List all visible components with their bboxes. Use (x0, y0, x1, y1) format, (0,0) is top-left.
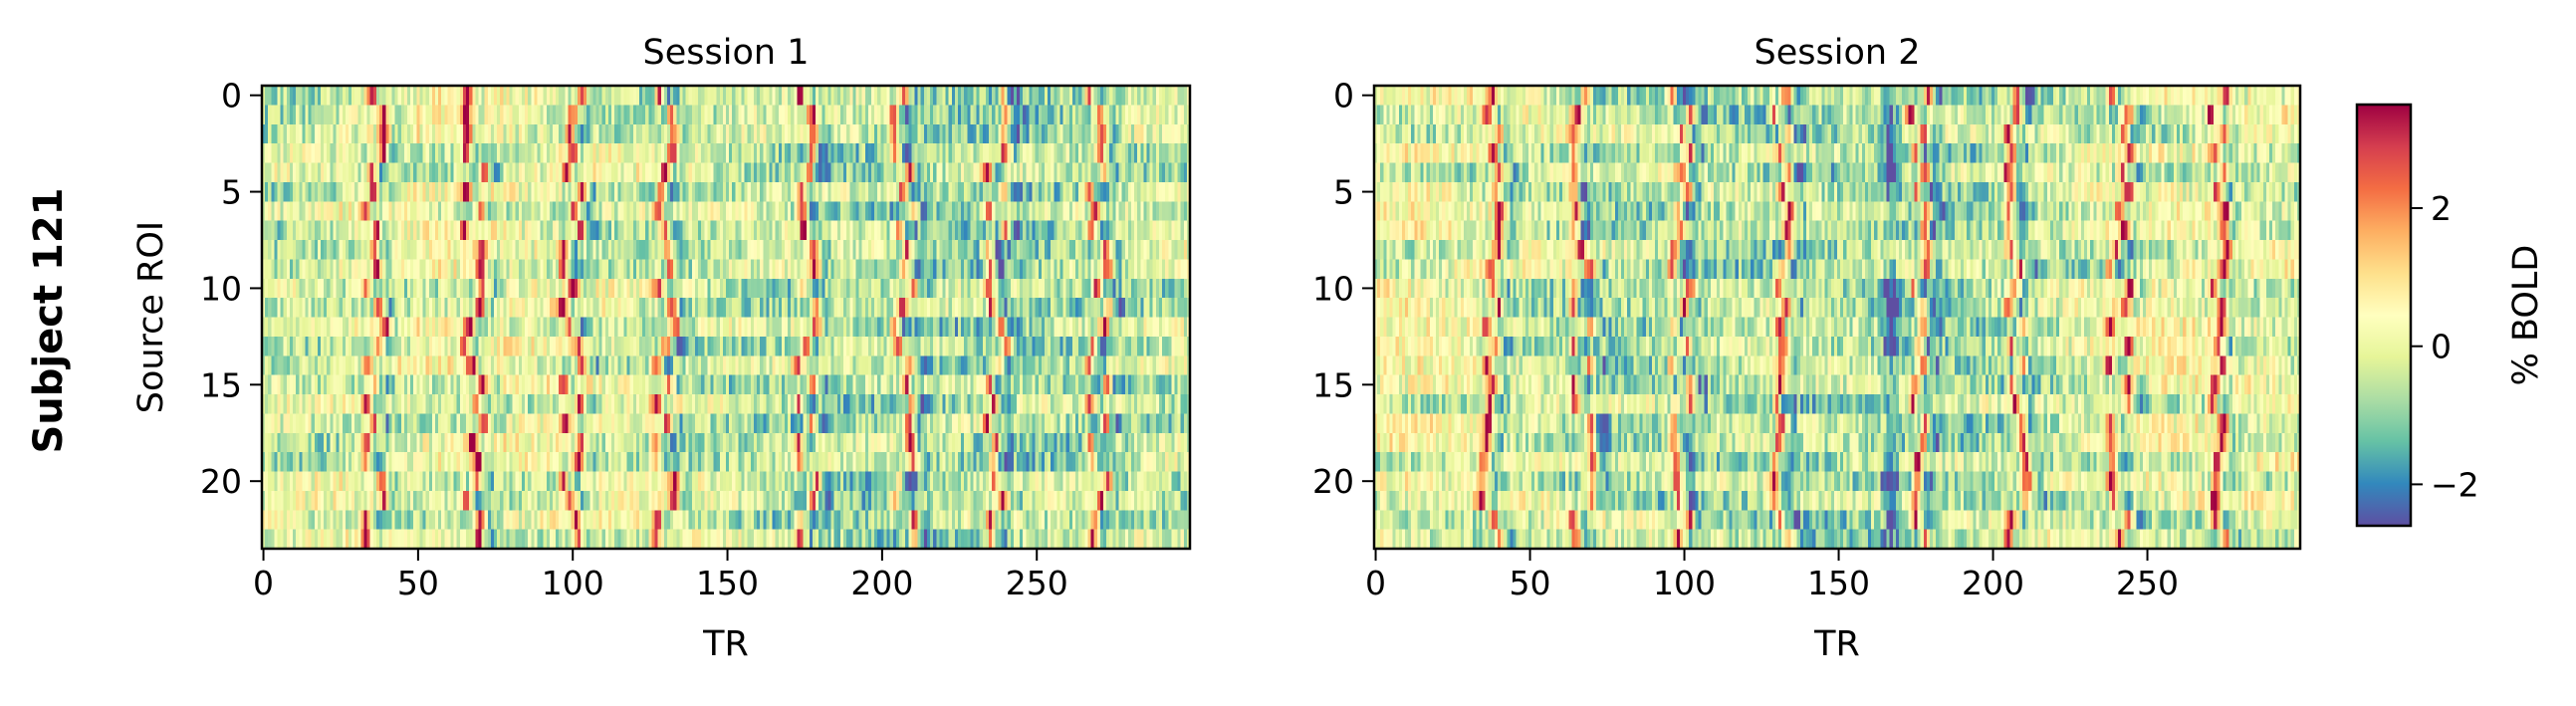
plot-frame (260, 84, 1192, 551)
heatmap-image (1374, 86, 2300, 549)
x-axis-label: TR (1813, 624, 1860, 664)
colorbar-label: % BOLD (2506, 245, 2546, 386)
colorbar: −2 0 2 % BOLD (2355, 103, 2546, 528)
y-tick-label: 0 (221, 77, 242, 116)
y-tick-label: 0 (1333, 77, 1354, 116)
y-tick-label: 5 (221, 173, 242, 212)
heatmap-panel-session-1: 0 50 100 150 200 250 0 5 10 15 20 Session 1 TR Source… (131, 33, 1192, 664)
colorbar-tick-label: 0 (2431, 328, 2452, 366)
x-tick-label: 150 (696, 564, 759, 602)
colorbar-tick-label: −2 (2431, 465, 2479, 504)
subject-label: Subject 121 (26, 187, 72, 453)
panel-title: Session 2 (1755, 33, 1921, 73)
x-tick-label: 0 (253, 564, 274, 602)
y-tick-label: 20 (200, 462, 242, 501)
y-tick-label: 10 (200, 269, 242, 308)
x-tick-label: 250 (1006, 564, 1068, 602)
x-tick-label: 100 (542, 564, 604, 602)
x-tick-label: 50 (1510, 564, 1551, 602)
x-tick-label: 200 (850, 564, 913, 602)
x-tick-label: 50 (397, 564, 439, 602)
y-tick-label: 10 (1312, 269, 1354, 308)
x-tick-label: 100 (1653, 564, 1716, 602)
colorbar-gradient (2357, 105, 2411, 526)
colorbar-frame (2355, 103, 2413, 528)
panel-title: Session 1 (643, 33, 810, 73)
y-tick-label: 15 (200, 365, 242, 404)
y-tick-label: 5 (1333, 173, 1354, 212)
plot-frame (1372, 84, 2302, 551)
y-tick-label: 15 (1312, 365, 1354, 404)
x-tick-label: 200 (1962, 564, 2024, 602)
heatmap-panel-session-2: 0 50 100 150 200 250 0 5 10 15 20 Session 2 TR (1312, 33, 2302, 664)
x-tick-label: 0 (1365, 564, 1386, 602)
x-tick-label: 150 (1807, 564, 1870, 602)
x-axis-label: TR (702, 624, 749, 664)
y-tick-label: 20 (1312, 462, 1354, 501)
y-axis-label: Source ROI (131, 221, 171, 414)
x-tick-label: 250 (2116, 564, 2179, 602)
heatmap-image (262, 86, 1190, 549)
colorbar-tick-label: 2 (2431, 189, 2452, 228)
